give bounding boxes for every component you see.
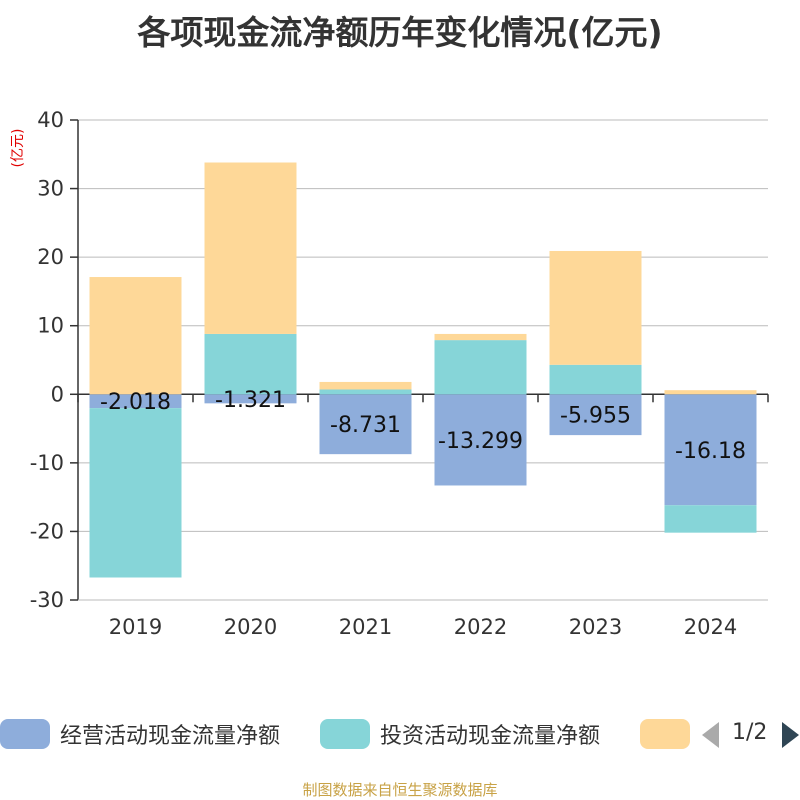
x-tick-label: 2021 (339, 615, 392, 639)
bar-financing-2022 (434, 333, 527, 341)
bar-operating-2022 (434, 394, 527, 486)
y-tick-label: -20 (30, 519, 64, 543)
bar-operating-2019 (89, 394, 182, 409)
bar-operating-2023 (549, 394, 642, 436)
legend-item-investing[interactable]: 投资活动现金流量净额 (320, 716, 600, 752)
bars (89, 162, 757, 578)
legend-swatch (640, 719, 690, 749)
legend: 经营活动现金流量净额 投资活动现金流量净额 1/2 (0, 716, 800, 752)
x-tick-label: 2020 (224, 615, 277, 639)
bar-investing-2019 (89, 408, 182, 578)
x-tick-label: 2019 (109, 615, 162, 639)
axes: 40 30 20 10 0 -10 -20 -30 2019 2020 2021 2022 2023 20… (30, 108, 769, 639)
y-tick-label: -30 (30, 588, 64, 612)
legend-item-financing[interactable] (640, 716, 700, 752)
data-label: -1.321 (215, 388, 286, 413)
x-tick-label: 2024 (684, 615, 737, 639)
y-tick-label: 10 (37, 314, 64, 338)
legend-next-page-icon[interactable] (782, 722, 799, 748)
legend-swatch (0, 719, 50, 749)
y-tick-label: 40 (37, 108, 64, 132)
bar-financing-2021 (319, 381, 412, 390)
data-source-note: 制图数据来自恒生聚源数据库 (302, 781, 498, 799)
bar-financing-2020 (204, 162, 297, 334)
data-label: -5.955 (560, 404, 631, 429)
chart-title: 各项现金流净额历年变化情况(亿元) (137, 13, 663, 52)
x-tick-label: 2022 (454, 615, 507, 639)
legend-item-operating[interactable]: 经营活动现金流量净额 (0, 716, 280, 752)
bar-investing-2022 (434, 340, 527, 395)
legend-prev-page-icon[interactable] (702, 722, 719, 748)
y-tick-label: 30 (37, 177, 64, 201)
bar-investing-2021 (319, 389, 412, 395)
x-tick-label: 2023 (569, 615, 622, 639)
bar-financing-2023 (549, 250, 642, 365)
bar-operating-2024 (664, 394, 757, 506)
y-tick-label: -10 (30, 451, 64, 475)
bar-operating-2021 (319, 394, 412, 455)
legend-label: 经营活动现金流量净额 (60, 724, 281, 749)
legend-page-indicator: 1/2 (732, 720, 768, 745)
legend-swatch (320, 719, 370, 749)
data-label: -2.018 (100, 390, 171, 415)
data-label: -13.299 (438, 429, 523, 454)
data-label: -8.731 (330, 413, 401, 438)
y-axis-label: (亿元) (10, 129, 26, 168)
y-tick-label: 20 (37, 245, 64, 269)
bar-investing-2020 (204, 333, 297, 395)
bar-financing-2024 (664, 390, 757, 395)
data-label: -16.18 (675, 439, 746, 464)
y-tick-label: 0 (51, 382, 64, 406)
bar-investing-2023 (549, 364, 642, 395)
bar-investing-2024 (664, 505, 757, 533)
bar-operating-2020 (204, 394, 297, 404)
data-labels: -2.018 -1.321 -8.731 -13.299 -5.955 -16.18 (100, 388, 746, 464)
bar-financing-2019 (89, 277, 182, 395)
legend-label: 投资活动现金流量净额 (380, 724, 601, 749)
